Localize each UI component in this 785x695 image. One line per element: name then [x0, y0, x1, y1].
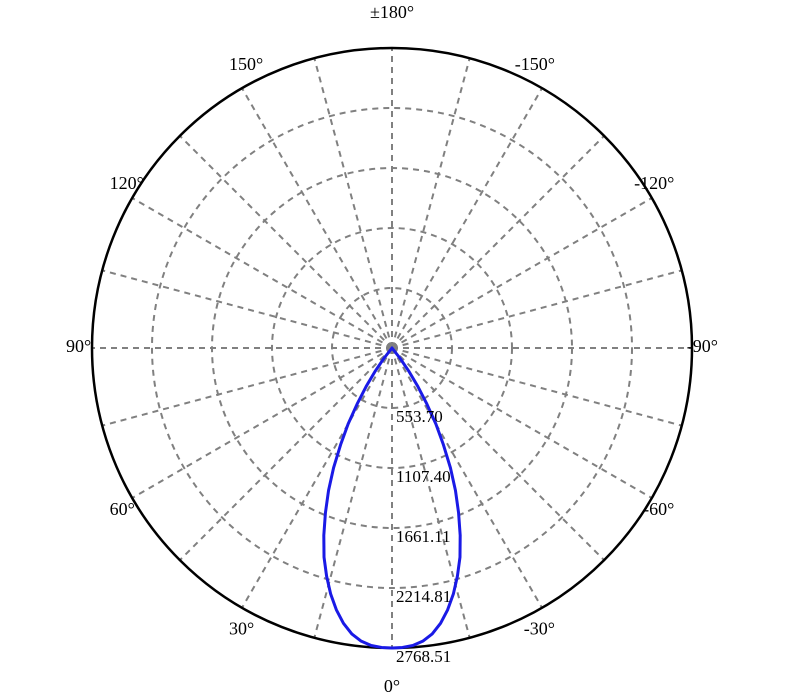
- angle-label: 30°: [229, 618, 254, 638]
- angle-label: ±180°: [370, 2, 414, 22]
- angle-label: -60°: [643, 499, 674, 519]
- radial-label: 1661.11: [396, 527, 451, 546]
- polar-chart: ±180° 150° 120° 90° 60° 30° 0° -30° -60° -90° -120…: [0, 0, 785, 695]
- angle-label: -150°: [515, 54, 555, 74]
- angle-label: 60°: [110, 499, 135, 519]
- radial-label: 2214.81: [396, 587, 451, 606]
- angle-label: -90°: [687, 336, 718, 356]
- angle-label: 120°: [110, 173, 144, 193]
- angle-label: -120°: [634, 173, 674, 193]
- angle-label: -30°: [524, 618, 555, 638]
- angle-label: 90°: [66, 336, 91, 356]
- radial-label: 2768.51: [396, 647, 451, 666]
- radial-label: 553.70: [396, 407, 443, 426]
- angle-label: 0°: [384, 676, 400, 695]
- radial-label: 1107.40: [396, 467, 451, 486]
- angle-label: 150°: [229, 54, 263, 74]
- polar-svg: ±180° 150° 120° 90° 60° 30° 0° -30° -60° -90° -120…: [0, 0, 785, 695]
